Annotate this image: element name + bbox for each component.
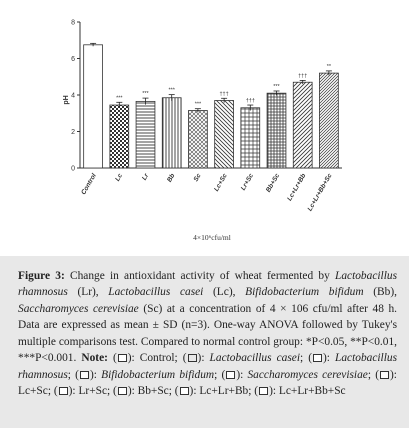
caption-species-bb: Bifidobacterium bifidum bbox=[245, 286, 364, 299]
legend-sc: Saccharomyces cerevisiae bbox=[247, 368, 368, 381]
caption-text: (Lc), bbox=[203, 286, 246, 299]
legend-bb: Bifidobacterium bifidum bbox=[101, 368, 215, 381]
legend-text: ; ( bbox=[300, 352, 312, 365]
x-tick-label: Lc+Sc bbox=[213, 172, 229, 193]
legend-swatch-sc bbox=[226, 370, 236, 379]
y-axis-label: pH bbox=[63, 95, 70, 104]
caption-text: (Lr), bbox=[67, 286, 109, 299]
bar bbox=[319, 72, 339, 169]
legend-lc: Lactobacillus casei bbox=[209, 352, 300, 365]
caption-text: (Bb), bbox=[363, 286, 397, 299]
y-tick-label: 8 bbox=[71, 20, 75, 27]
significance-label: *** bbox=[195, 102, 202, 108]
bar-series: *** *** *** *** ††† ††† *** ††† ** bbox=[83, 42, 339, 169]
legend-text: ): Lc+Sc; ( bbox=[18, 368, 397, 397]
x-tick-label: Lr bbox=[141, 172, 151, 182]
legend-swatch-lclrbb bbox=[179, 386, 189, 395]
legend-swatch-lr bbox=[313, 354, 322, 363]
x-tick-label: Lr+Sc bbox=[240, 172, 255, 192]
bar bbox=[214, 100, 234, 169]
legend-text: ): Control; ( bbox=[127, 352, 187, 365]
y-tick-label: 6 bbox=[71, 56, 75, 63]
x-tick-label: Lc+Lr+Bb bbox=[286, 172, 307, 202]
legend-text: ): Bb+Sc; ( bbox=[127, 384, 179, 397]
x-tick-label: Control bbox=[80, 172, 98, 196]
x-tick-label: Sc bbox=[193, 172, 203, 183]
note-label: Note: bbox=[81, 352, 108, 365]
caption-species-lc: Lactobacillus casei bbox=[108, 286, 204, 299]
x-tick-label: Lc+Lr+Bb+Sc bbox=[307, 172, 334, 212]
legend-lr: Lactobacillus rhamnosus bbox=[18, 352, 398, 381]
x-tick-label: Bb+Sc bbox=[265, 172, 281, 194]
significance-label: *** bbox=[273, 84, 280, 90]
bar bbox=[83, 44, 103, 169]
legend-swatch-all bbox=[259, 386, 269, 395]
y-ticks: 0 2 4 6 8 bbox=[71, 20, 80, 173]
legend-swatch-bb bbox=[79, 370, 89, 379]
bar bbox=[135, 100, 156, 169]
significance-label: ** bbox=[327, 64, 332, 70]
bar bbox=[266, 92, 287, 169]
x-tick-label: Lc bbox=[114, 172, 124, 182]
legend-text: ): Lr+Sc; ( bbox=[68, 384, 117, 397]
caption-text: (Sc) at a concentration of 4 × 106 cfu/m… bbox=[18, 302, 397, 365]
legend-swatch-lc bbox=[187, 354, 197, 363]
legend-swatch-lrsc bbox=[58, 386, 68, 395]
significance-label: *** bbox=[142, 91, 149, 97]
legend-swatch-bbsc bbox=[117, 386, 127, 395]
y-tick-label: 2 bbox=[71, 129, 75, 136]
significance-label: *** bbox=[168, 88, 175, 94]
bar bbox=[109, 104, 130, 169]
significance-label: ††† bbox=[220, 91, 229, 97]
legend-swatch-lcsc bbox=[380, 370, 389, 379]
caption-species-lr: Lactobacillus rhamnosus bbox=[18, 270, 397, 299]
legend-swatch-control bbox=[117, 354, 127, 363]
bar bbox=[292, 81, 313, 169]
caption-species-sc: Saccharomyces cerevisiae bbox=[18, 302, 139, 315]
figure-caption: Figure 3: Change in antioxidant activity… bbox=[0, 256, 409, 428]
x-axis-label: 4×10⁶cfu/ml bbox=[193, 233, 231, 242]
bar bbox=[240, 107, 261, 169]
legend-text: ; ( bbox=[67, 368, 79, 381]
x-tick-label: Bb bbox=[166, 172, 176, 183]
bar bbox=[161, 97, 182, 169]
bar bbox=[188, 110, 208, 169]
caption-text: Change in antioxidant activity of wheat … bbox=[64, 270, 335, 282]
legend-text: ): Lc+Lr+Bb; ( bbox=[189, 384, 259, 397]
significance-label: ††† bbox=[298, 73, 307, 79]
caption-label: Figure 3: bbox=[18, 270, 65, 282]
significance-label: *** bbox=[116, 95, 123, 101]
y-tick-label: 0 bbox=[71, 166, 75, 173]
legend-text: ): Lc+Lr+Bb+Sc bbox=[269, 384, 346, 397]
significance-label: ††† bbox=[246, 98, 255, 104]
y-tick-label: 4 bbox=[71, 93, 75, 100]
x-tick-labels: Control Lc Lr Bb Sc Lc+Sc Lr+Sc Bb+Sc Lc+Lr+Bb Lc… bbox=[80, 172, 334, 212]
bar-chart: 0 2 4 6 8 pH *** *** *** *** ††† ††† *** ††† ** Cont… bbox=[63, 20, 342, 242]
legend-text: ; ( bbox=[214, 368, 226, 381]
